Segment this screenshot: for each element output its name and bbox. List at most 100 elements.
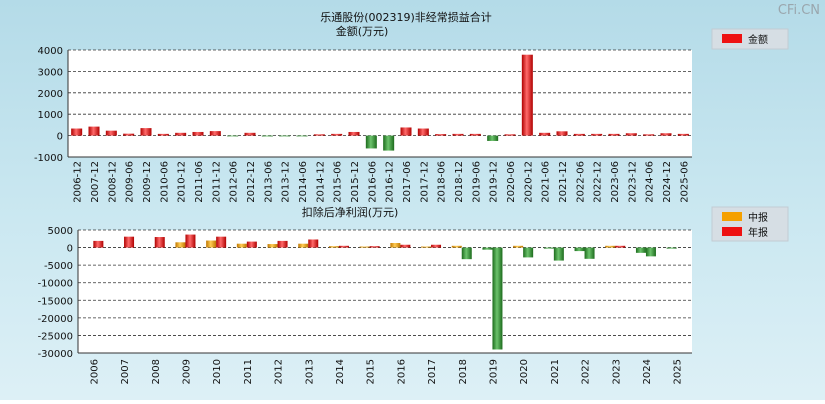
top-bar (175, 132, 187, 136)
top-bar (400, 127, 412, 136)
bottom-bar-annual (185, 234, 196, 248)
bottom-legend: 中报 年报 (711, 206, 789, 242)
bottom-x-tick-label: 2017 (427, 359, 438, 384)
bottom-bar-annual (369, 246, 380, 248)
top-x-tick-label: 2006-12 (73, 161, 84, 203)
top-plot-area (68, 50, 692, 157)
bottom-x-tick-label: 2012 (274, 359, 285, 384)
bottom-bar-interim (482, 247, 493, 250)
top-y-tick-label: 0 (57, 132, 63, 143)
bottom-bar-interim (543, 247, 554, 249)
bottom-y-tick-label: 0 (67, 244, 73, 255)
top-y-tick-label: 1000 (38, 110, 63, 121)
bottom-x-tick-label: 2010 (212, 359, 223, 384)
top-x-tick-label: 2007-12 (90, 161, 101, 203)
top-chart-subtitle: 金额(万元) (336, 24, 389, 38)
top-bar (487, 135, 499, 141)
top-bar (227, 135, 239, 137)
top-bar (140, 128, 152, 136)
bottom-bar-annual (400, 244, 411, 248)
bottom-x-tick-label: 2025 (673, 359, 684, 384)
bottom-x-tick-label: 2016 (396, 359, 407, 384)
top-bar (469, 133, 481, 136)
bottom-chart: -30000 -25000 -20000 -15000 -10000 -5000 0 5000… (38, 226, 692, 384)
bottom-x-tick-label: 2014 (335, 359, 346, 384)
top-bar (521, 54, 533, 136)
bottom-x-tick-label: 2021 (550, 359, 561, 384)
bottom-bar-annual (338, 245, 349, 248)
top-x-tick-label: 2021-12 (558, 161, 569, 203)
legend-label-interim: 中报 (748, 211, 768, 224)
top-x-tick-label: 2013-12 (281, 161, 292, 203)
bottom-bar-interim (298, 243, 309, 248)
top-bar (209, 131, 221, 136)
top-bar (625, 133, 637, 136)
bottom-x-tick-label: 2018 (458, 359, 469, 384)
top-bar (435, 134, 447, 136)
top-x-tick-label: 2009-06 (125, 161, 136, 203)
legend-label-annual: 年报 (748, 226, 768, 239)
top-x-tick-label: 2014-06 (298, 161, 309, 203)
bottom-bar-interim (635, 247, 646, 253)
watermark: CFi.CN (778, 3, 820, 18)
bottom-bar-annual (154, 237, 165, 248)
bottom-bar-annual (461, 247, 472, 260)
top-y-tick-label: -1000 (34, 153, 63, 164)
top-x-tick-label: 2024-06 (645, 161, 656, 203)
bottom-bar-interim (359, 246, 370, 248)
bottom-bar-annual (645, 247, 656, 257)
bottom-y-tick-label: -20000 (38, 314, 73, 325)
bottom-x-tick-label: 2023 (611, 359, 622, 384)
top-bar (71, 128, 83, 136)
top-x-tick-label: 2018-06 (437, 161, 448, 203)
bottom-bar-annual (277, 240, 288, 248)
bottom-bar-annual (523, 247, 534, 258)
bottom-y-tick-label: -25000 (38, 331, 73, 342)
top-x-tick-label: 2012-06 (229, 161, 240, 203)
legend-swatch-interim (722, 212, 742, 221)
top-bar (348, 131, 360, 136)
bottom-bar-interim (574, 247, 585, 252)
bottom-x-tick-label: 2006 (89, 359, 100, 384)
top-x-tick-label: 2015-12 (350, 161, 361, 203)
top-x-tick-label: 2008-12 (107, 161, 118, 203)
top-bar (539, 132, 551, 136)
top-bar (261, 135, 273, 137)
bottom-bar-interim (666, 247, 677, 249)
bottom-y-tick-label: -15000 (38, 296, 73, 307)
bottom-bar-interim (421, 246, 432, 248)
bottom-bar-annual (492, 247, 503, 350)
legend-swatch-amount (722, 34, 742, 43)
top-x-tick-label: 2021-06 (541, 161, 552, 203)
top-x-tick-label: 2022-06 (575, 161, 586, 203)
bottom-x-tick-label: 2024 (642, 359, 653, 384)
top-bar (123, 133, 135, 136)
top-bar (677, 133, 689, 136)
top-x-tick-label: 2023-06 (610, 161, 621, 203)
bottom-bar-interim (513, 245, 524, 248)
bottom-bar-interim (605, 245, 616, 248)
bottom-y-tick-label: -5000 (44, 261, 73, 272)
top-x-tick-label: 2013-06 (263, 161, 274, 203)
bottom-x-tick-label: 2009 (181, 359, 192, 384)
top-bar (157, 133, 169, 136)
top-x-tick-label: 2016-12 (385, 161, 396, 203)
top-x-tick-label: 2018-12 (454, 161, 465, 203)
top-x-tick-label: 2015-06 (333, 161, 344, 203)
bottom-bar-annual (246, 241, 257, 248)
bottom-bar-interim (451, 245, 462, 248)
bottom-bar-interim (328, 246, 339, 248)
bottom-bar-annual (553, 247, 564, 261)
bottom-x-tick-label: 2022 (581, 359, 592, 384)
top-x-tick-label: 2020-12 (523, 161, 534, 203)
legend-label-amount: 金额 (748, 33, 768, 46)
bottom-bar-interim (175, 242, 186, 248)
top-x-tick-label: 2010-12 (177, 161, 188, 203)
top-x-tick-label: 2024-12 (662, 161, 673, 203)
legend-swatch-annual (722, 227, 742, 236)
bottom-y-tick-label: 5000 (48, 226, 73, 237)
top-x-tick-label: 2012-12 (246, 161, 257, 203)
top-bar (643, 134, 655, 136)
top-x-tick-label: 2022-12 (593, 161, 604, 203)
bottom-x-tick-label: 2008 (151, 359, 162, 384)
